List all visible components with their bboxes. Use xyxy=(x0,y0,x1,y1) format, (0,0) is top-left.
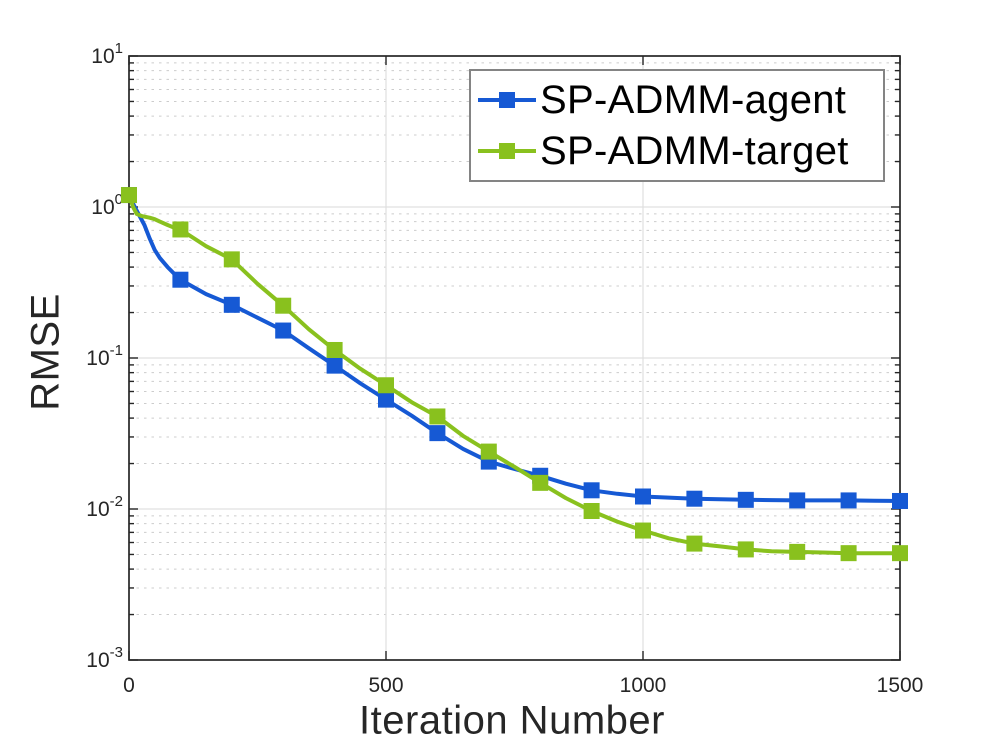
x-tick-label: 1000 xyxy=(620,674,667,697)
series-marker-sp-admm-target xyxy=(121,187,137,204)
x-tick-label: 500 xyxy=(368,674,403,697)
series-marker-sp-admm-target xyxy=(789,543,806,560)
y-tick-label: 101 xyxy=(91,40,123,68)
series-marker-sp-admm-target xyxy=(892,545,908,562)
x-axis-label: Iteration Number xyxy=(359,698,665,743)
y-tick-label: 10-1 xyxy=(86,342,123,370)
series-marker-sp-admm-agent xyxy=(326,357,343,374)
series-marker-sp-admm-agent xyxy=(378,391,394,408)
y-tick-label: 10-2 xyxy=(86,493,123,521)
y-axis-label: RMSE xyxy=(23,293,68,411)
legend-label-target: SP-ADMM-target xyxy=(540,129,849,174)
series-marker-sp-admm-target xyxy=(635,522,651,539)
series-marker-sp-admm-target xyxy=(326,341,343,358)
series-marker-sp-admm-target xyxy=(378,377,394,394)
series-marker-sp-admm-target xyxy=(686,535,703,552)
series-marker-sp-admm-target xyxy=(737,541,754,558)
y-tick-label: 100 xyxy=(91,191,123,219)
series-marker-sp-admm-agent xyxy=(737,491,754,508)
y-tick-label: 10-3 xyxy=(86,644,123,672)
series-marker-sp-admm-agent xyxy=(275,322,292,339)
legend-line-marker-target xyxy=(478,143,536,160)
series-marker-sp-admm-agent xyxy=(789,492,806,509)
series-marker-sp-admm-target xyxy=(532,474,549,491)
series-marker-sp-admm-agent xyxy=(172,271,189,288)
series-marker-sp-admm-target xyxy=(275,297,292,314)
series-marker-sp-admm-target xyxy=(480,443,497,460)
series-line-sp-admm-agent xyxy=(127,193,902,503)
series-marker-sp-admm-agent xyxy=(635,488,651,505)
series-marker-sp-admm-agent xyxy=(429,425,446,442)
series-marker-sp-admm-agent xyxy=(892,492,908,509)
series-marker-sp-admm-agent xyxy=(840,492,857,509)
x-tick-label: 0 xyxy=(123,674,135,697)
legend-label-agent: SP-ADMM-agent xyxy=(540,77,847,122)
series-marker-sp-admm-target xyxy=(223,251,240,268)
legend: SP-ADMM-agent SP-ADMM-target xyxy=(469,69,885,182)
series-marker-sp-admm-target xyxy=(172,221,189,238)
series-marker-sp-admm-agent xyxy=(223,296,240,313)
series-marker-sp-admm-target xyxy=(429,408,446,425)
legend-line-marker-agent xyxy=(478,91,536,108)
series-marker-sp-admm-target xyxy=(840,545,857,562)
series-marker-sp-admm-agent xyxy=(583,482,600,499)
series-marker-sp-admm-target xyxy=(583,502,600,519)
legend-item-agent: SP-ADMM-agent xyxy=(478,75,883,125)
legend-item-target: SP-ADMM-target xyxy=(478,126,883,176)
x-tick-label: 1500 xyxy=(877,674,924,697)
series-marker-sp-admm-agent xyxy=(686,490,703,507)
